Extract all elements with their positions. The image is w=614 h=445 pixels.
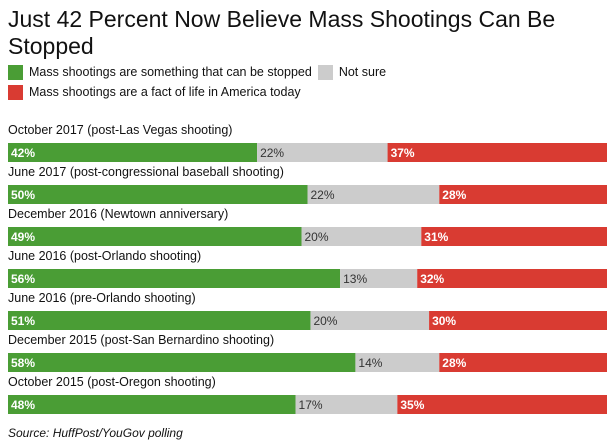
data-label-fact-of-life: 32% bbox=[420, 272, 444, 286]
data-label-stopped: 56% bbox=[11, 272, 35, 286]
bar-segment-stopped bbox=[8, 185, 308, 204]
bar-segment-stopped bbox=[8, 395, 296, 414]
category-label: October 2017 (post-Las Vegas shooting) bbox=[8, 123, 232, 137]
data-label-stopped: 51% bbox=[11, 314, 35, 328]
legend-swatch-fact-of-life bbox=[8, 84, 23, 100]
data-label-stopped: 58% bbox=[11, 356, 35, 370]
chart-title: Just 42 Percent Now Believe Mass Shootin… bbox=[8, 6, 556, 59]
bar-segment-fact-of-life bbox=[387, 143, 607, 162]
bar-segment-fact-of-life bbox=[397, 395, 607, 414]
bar-segment-stopped bbox=[8, 227, 302, 246]
data-label-stopped: 42% bbox=[11, 146, 35, 160]
bar-segment-not-sure bbox=[355, 353, 440, 372]
data-label-fact-of-life: 37% bbox=[391, 146, 415, 160]
data-label-fact-of-life: 35% bbox=[400, 398, 424, 412]
legend-label-not-sure: Not sure bbox=[338, 65, 387, 79]
category-label: June 2016 (pre-Orlando shooting) bbox=[8, 291, 196, 305]
data-label-not-sure: 20% bbox=[305, 230, 329, 244]
data-label-not-sure: 13% bbox=[343, 272, 367, 286]
data-label-not-sure: 14% bbox=[358, 356, 382, 370]
bar-segment-fact-of-life bbox=[417, 269, 607, 288]
bar-segment-fact-of-life bbox=[421, 227, 607, 246]
data-label-not-sure: 22% bbox=[311, 188, 335, 202]
category-label: June 2016 (post-Orlando shooting) bbox=[8, 249, 201, 263]
data-label-fact-of-life: 30% bbox=[432, 314, 456, 328]
legend-swatch-not-sure bbox=[317, 64, 333, 80]
legend-row-1: Mass shootings are something that can be… bbox=[8, 64, 392, 80]
bar-segment-stopped bbox=[8, 269, 341, 288]
legend-label-stopped: Mass shootings are something that can be… bbox=[29, 65, 312, 79]
bar-segment-stopped bbox=[8, 353, 356, 372]
bar-segment-stopped bbox=[8, 143, 258, 162]
legend-row-2: Mass shootings are a fact of life in Ame… bbox=[8, 84, 307, 100]
source-note: Source: HuffPost/YouGov polling bbox=[8, 426, 183, 440]
category-label: December 2015 (post-San Bernardino shoot… bbox=[8, 333, 274, 347]
category-label: June 2017 (post-congressional baseball s… bbox=[8, 165, 284, 179]
data-label-not-sure: 17% bbox=[299, 398, 323, 412]
legend-item-stopped: Mass shootings are something that can be… bbox=[8, 64, 312, 80]
bar-segment-not-sure bbox=[340, 269, 418, 288]
data-label-fact-of-life: 28% bbox=[442, 356, 466, 370]
bar-segment-not-sure bbox=[307, 185, 440, 204]
bar-segment-stopped bbox=[8, 311, 311, 330]
bar-segment-fact-of-life bbox=[439, 353, 607, 372]
data-label-fact-of-life: 31% bbox=[424, 230, 448, 244]
legend-swatch-stopped bbox=[8, 64, 23, 80]
data-label-stopped: 50% bbox=[11, 188, 35, 202]
legend-label-fact-of-life: Mass shootings are a fact of life in Ame… bbox=[29, 85, 301, 99]
bar-segment-fact-of-life bbox=[429, 311, 607, 330]
data-label-not-sure: 20% bbox=[313, 314, 337, 328]
data-label-stopped: 49% bbox=[11, 230, 35, 244]
bar-segment-not-sure bbox=[295, 395, 398, 414]
bar-segment-not-sure bbox=[257, 143, 388, 162]
legend-item-fact-of-life: Mass shootings are a fact of life in Ame… bbox=[8, 84, 301, 100]
data-label-stopped: 48% bbox=[11, 398, 35, 412]
data-label-fact-of-life: 28% bbox=[442, 188, 466, 202]
category-label: December 2016 (Newtown anniversary) bbox=[8, 207, 228, 221]
bar-segment-fact-of-life bbox=[439, 185, 607, 204]
category-label: October 2015 (post-Oregon shooting) bbox=[8, 375, 216, 389]
data-label-not-sure: 22% bbox=[260, 146, 284, 160]
bar-segment-not-sure bbox=[301, 227, 422, 246]
legend-item-not-sure: Not sure bbox=[317, 64, 387, 80]
bar-segment-not-sure bbox=[310, 311, 430, 330]
